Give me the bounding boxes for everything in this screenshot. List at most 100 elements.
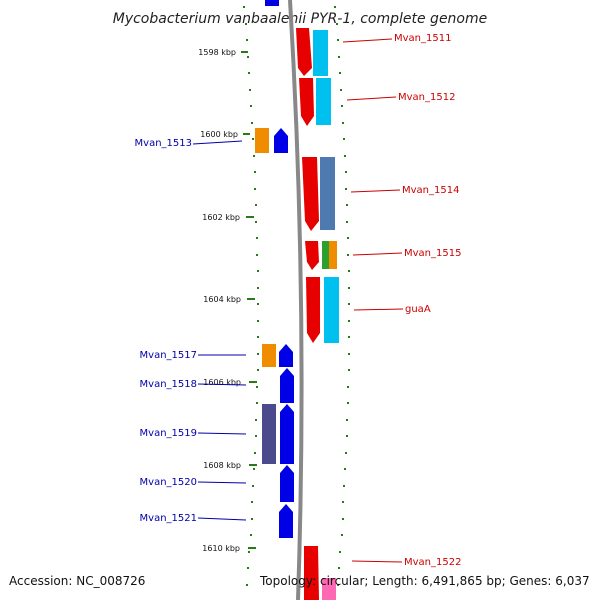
tick-dot bbox=[344, 468, 346, 470]
tick-dot bbox=[339, 551, 341, 553]
tick-label: 1598 kbp bbox=[198, 48, 236, 57]
tick-dot bbox=[257, 336, 259, 338]
gene-label[interactable]: Mvan_1520 bbox=[140, 477, 197, 488]
gene-mvan-1522[interactable] bbox=[304, 546, 336, 600]
forward-genes bbox=[296, 28, 339, 600]
gene-mvan-1513[interactable] bbox=[255, 128, 288, 153]
tick-dot bbox=[341, 534, 343, 536]
tick-label: 1600 kbp bbox=[200, 130, 238, 139]
tick-1604: 1604 kbp bbox=[203, 295, 255, 304]
accession-text: Accession: NC_008726 bbox=[9, 574, 146, 588]
gene-mvan-1514[interactable] bbox=[302, 157, 335, 231]
tick-dot bbox=[346, 419, 348, 421]
tick-label: 1606 kbp bbox=[203, 378, 241, 387]
tick-dot bbox=[257, 303, 259, 305]
tick-dot bbox=[343, 485, 345, 487]
tick-dot bbox=[253, 468, 255, 470]
tick-label: 1602 kbp bbox=[202, 213, 240, 222]
tick-dot bbox=[338, 567, 340, 569]
tick-dot bbox=[257, 353, 259, 355]
tick-dot bbox=[342, 122, 344, 124]
tick-dot bbox=[346, 435, 348, 437]
tick-dot bbox=[342, 501, 344, 503]
tick-dot bbox=[347, 237, 349, 239]
gene-mvan-1512[interactable] bbox=[299, 78, 331, 126]
tick-dot bbox=[348, 270, 350, 272]
tick-dot bbox=[348, 369, 350, 371]
tick-dot bbox=[341, 105, 343, 107]
tick-dot bbox=[249, 89, 251, 91]
tick-dot bbox=[256, 254, 258, 256]
gene-label[interactable]: Mvan_1522 bbox=[404, 557, 461, 568]
tick-dot bbox=[334, 6, 336, 8]
map-title: Mycobacterium vanbaalenii PYR-1, complet… bbox=[113, 11, 488, 27]
tick-dot bbox=[247, 567, 249, 569]
gene-mvan-1515[interactable] bbox=[305, 241, 337, 270]
tick-dot bbox=[257, 270, 259, 272]
gene-label[interactable]: Mvan_1511 bbox=[394, 33, 451, 44]
tick-dot bbox=[337, 584, 339, 586]
tick-dot bbox=[257, 320, 259, 322]
tick-dot bbox=[347, 402, 349, 404]
tick-dot bbox=[246, 39, 248, 41]
gene-label[interactable]: guaA bbox=[405, 304, 431, 315]
tick-label: 1610 kbp bbox=[202, 544, 240, 553]
tick-dot bbox=[256, 237, 258, 239]
gene-mvan-1520[interactable] bbox=[280, 465, 294, 502]
tick-dot bbox=[336, 23, 338, 25]
gene-guaa[interactable] bbox=[306, 277, 339, 343]
gene-label[interactable]: Mvan_1514 bbox=[402, 185, 459, 196]
gene-top-partial[interactable] bbox=[265, 0, 279, 6]
tick-dot bbox=[247, 56, 249, 58]
tick-dot bbox=[255, 419, 257, 421]
tick-dot bbox=[243, 6, 245, 8]
tick-dot bbox=[337, 39, 339, 41]
tick-dot bbox=[255, 435, 257, 437]
tick-dot bbox=[338, 56, 340, 58]
tick-1602: 1602 kbp bbox=[202, 213, 254, 222]
reverse-genes bbox=[255, 0, 294, 538]
gene-label[interactable]: Mvan_1512 bbox=[398, 92, 455, 103]
inner-tick-ring bbox=[243, 6, 259, 586]
left-labels: Mvan_1513 Mvan_1517 Mvan_1518 Mvan_1519 … bbox=[135, 138, 247, 524]
tick-dot bbox=[346, 221, 348, 223]
tick-dot bbox=[348, 353, 350, 355]
tick-dot bbox=[339, 72, 341, 74]
tick-dot bbox=[342, 518, 344, 520]
tick-dot bbox=[256, 386, 258, 388]
outer-tick-ring bbox=[334, 6, 350, 586]
gene-label[interactable]: Mvan_1515 bbox=[404, 248, 461, 259]
tick-1606: 1606 kbp bbox=[203, 378, 257, 387]
tick-dot bbox=[346, 204, 348, 206]
tick-dot bbox=[347, 254, 349, 256]
tick-dot bbox=[251, 518, 253, 520]
right-labels: Mvan_1511 Mvan_1512 Mvan_1514 Mvan_1515 … bbox=[342, 33, 461, 568]
gene-label[interactable]: Mvan_1518 bbox=[140, 379, 197, 390]
tick-dot bbox=[256, 402, 258, 404]
gene-mvan-1518[interactable] bbox=[280, 368, 294, 403]
gene-mvan-1521[interactable] bbox=[279, 504, 293, 538]
gene-mvan-1511[interactable] bbox=[296, 28, 328, 76]
tick-dot bbox=[348, 303, 350, 305]
tick-dot bbox=[245, 23, 247, 25]
tick-dot bbox=[345, 171, 347, 173]
tick-1608: 1608 kbp bbox=[203, 461, 257, 470]
tick-dot bbox=[254, 188, 256, 190]
gene-mvan-1519[interactable] bbox=[262, 404, 294, 464]
genome-backbone bbox=[288, 0, 304, 600]
gene-label[interactable]: Mvan_1513 bbox=[135, 138, 192, 149]
tick-dot bbox=[250, 534, 252, 536]
tick-1598: 1598 kbp bbox=[198, 48, 248, 57]
gene-label[interactable]: Mvan_1519 bbox=[140, 428, 197, 439]
tick-dot bbox=[348, 287, 350, 289]
tick-dot bbox=[251, 501, 253, 503]
kbp-scale: 1598 kbp 1600 kbp 1602 kbp 1604 kbp 1606… bbox=[198, 48, 257, 553]
tick-dot bbox=[253, 155, 255, 157]
tick-dot bbox=[252, 138, 254, 140]
tick-label: 1604 kbp bbox=[203, 295, 241, 304]
tick-dot bbox=[251, 122, 253, 124]
gene-label[interactable]: Mvan_1517 bbox=[140, 350, 197, 361]
gene-label[interactable]: Mvan_1521 bbox=[140, 513, 197, 524]
gene-mvan-1517[interactable] bbox=[262, 344, 293, 367]
